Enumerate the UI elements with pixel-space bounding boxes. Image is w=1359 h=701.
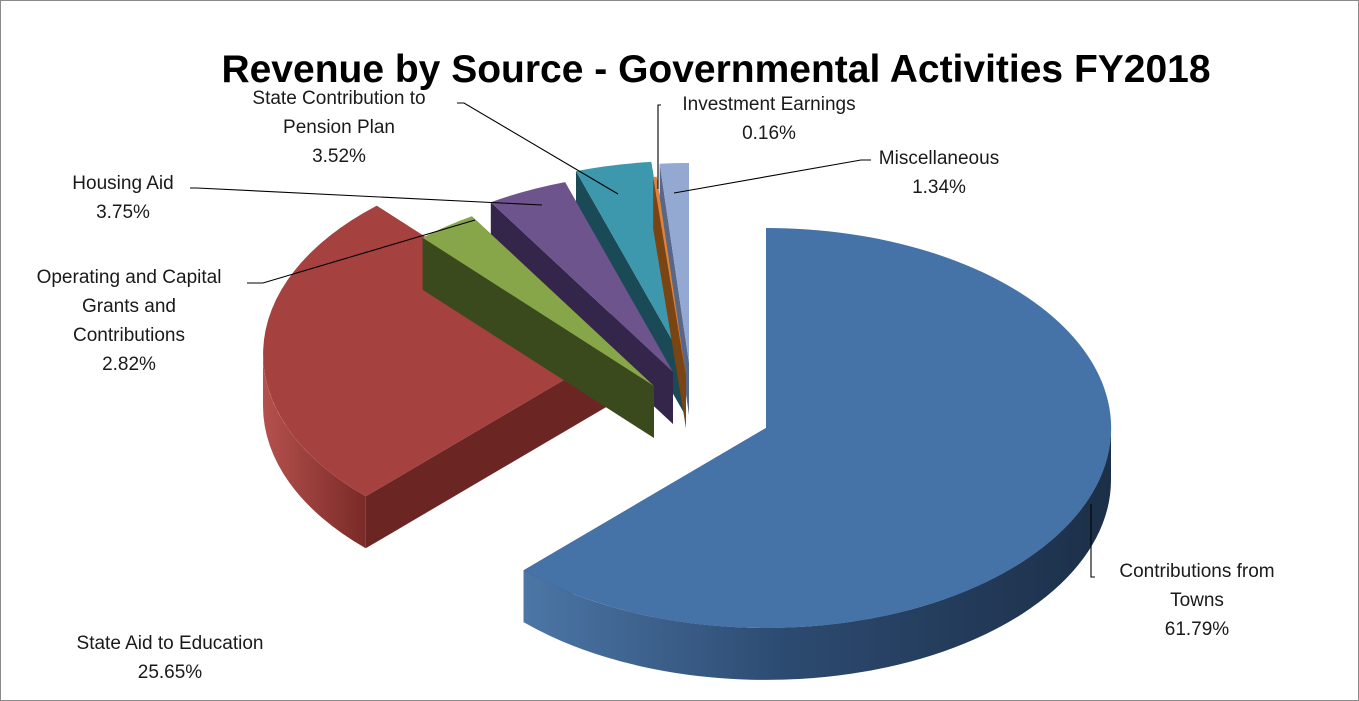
pie-slice-top <box>523 228 1112 628</box>
data-label-4: State Contribution to Pension Plan 3.52% <box>252 88 619 195</box>
data-label-text: Pension Plan <box>283 117 395 138</box>
pie-layer <box>263 161 1112 680</box>
leader-line <box>657 104 661 189</box>
data-label-text: Contributions from <box>1119 561 1274 582</box>
pie-slice-outer-wall <box>523 428 1111 680</box>
data-label-text: Grants and <box>82 296 176 317</box>
pie-slice-0 <box>523 228 1112 680</box>
data-label-text: Miscellaneous <box>879 148 999 169</box>
label-layer: Contributions from Towns 61.79% State Aid t… <box>37 88 1275 683</box>
pie-slice-top <box>263 205 608 497</box>
data-label-text: Investment Earnings <box>682 94 855 115</box>
data-label-text: Contributions <box>73 325 185 346</box>
data-label-0: Contributions from Towns 61.79% <box>1090 504 1275 640</box>
pie-slice-5 <box>653 176 686 428</box>
leader-line <box>1090 504 1095 578</box>
data-label-3: Housing Aid 3.75% <box>72 173 543 223</box>
leader-line <box>190 187 543 206</box>
data-label-percent: 1.34% <box>912 177 966 198</box>
data-label-text: State Aid to Education <box>77 633 264 654</box>
data-label-2: Operating and Capital Grants and Contribut… <box>37 219 476 375</box>
pie-slice-top <box>653 176 686 376</box>
data-label-percent: 25.65% <box>138 662 203 683</box>
pie-slice-top <box>422 216 654 386</box>
data-label-percent: 0.16% <box>742 123 796 144</box>
pie-slice-outer-wall <box>263 354 366 549</box>
data-label-1: State Aid to Education 25.65% <box>77 633 264 683</box>
data-label-6: Miscellaneous 1.34% <box>673 148 999 198</box>
data-label-percent: 61.79% <box>1165 619 1230 640</box>
pie-slice-top <box>659 162 689 363</box>
leader-line <box>247 219 476 284</box>
data-label-text: State Contribution to <box>252 88 425 109</box>
pie-slice-wall <box>422 237 654 438</box>
pie-slice-top <box>490 182 673 372</box>
pie-slice-wall <box>365 354 608 549</box>
data-label-text: Operating and Capital <box>37 267 222 288</box>
data-label-percent: 2.82% <box>102 354 156 375</box>
data-label-5: Investment Earnings 0.16% <box>657 94 856 189</box>
data-label-text: Towns <box>1170 590 1224 611</box>
data-label-percent: 3.75% <box>96 202 150 223</box>
data-label-text: Housing Aid <box>72 173 173 194</box>
data-label-percent: 3.52% <box>312 146 366 167</box>
leader-line <box>673 159 871 194</box>
pie-slice-2 <box>422 216 654 438</box>
leader-line <box>457 102 619 195</box>
chart-title: Revenue by Source - Governmental Activit… <box>221 48 1210 91</box>
